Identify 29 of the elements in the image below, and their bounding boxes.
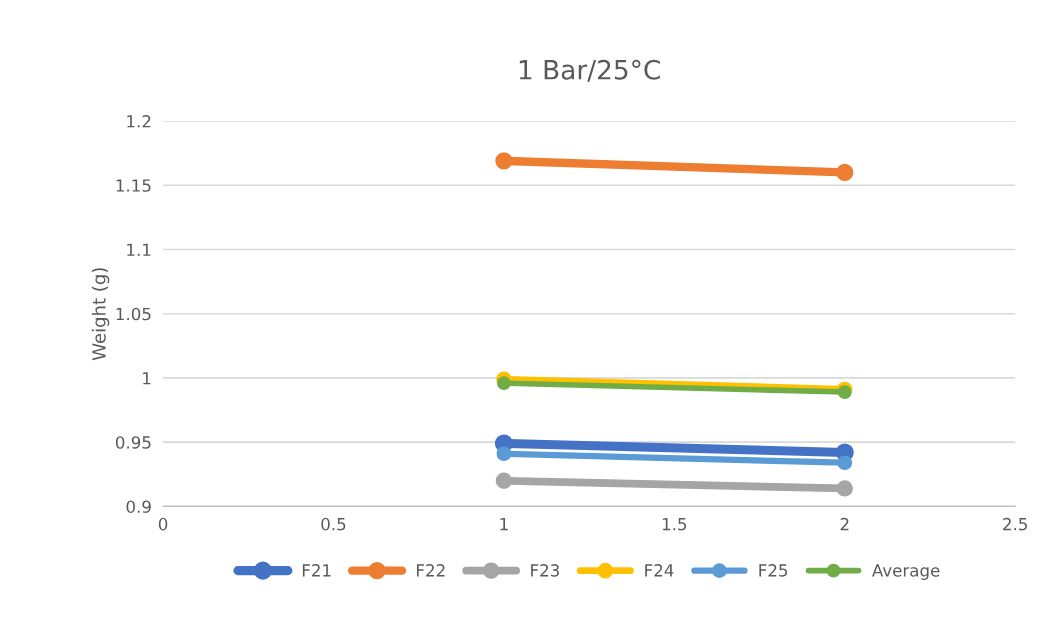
point xyxy=(837,385,852,400)
x-tick-label: 2 xyxy=(840,517,849,531)
point xyxy=(496,376,511,391)
point xyxy=(495,472,513,489)
x-tick-label: 2.5 xyxy=(1003,517,1027,531)
legend-label: F24 xyxy=(645,564,674,577)
y-tick-label: 1.1 xyxy=(127,243,151,256)
point xyxy=(836,480,853,497)
point xyxy=(496,446,512,462)
legend-label: F21 xyxy=(302,564,331,577)
y-tick-label: 1.2 xyxy=(127,114,151,128)
point xyxy=(836,163,854,182)
legend-label: F25 xyxy=(759,564,788,577)
chart-title: 1 Bar/25°C xyxy=(519,59,660,82)
point xyxy=(495,152,513,170)
x-tick-label: 0.5 xyxy=(321,517,346,531)
x-tick-label: 1 xyxy=(500,518,508,531)
legend-label: F23 xyxy=(531,564,559,577)
y-axis-title: Weight (g) xyxy=(91,268,110,361)
y-tick-label: 1 xyxy=(143,372,151,385)
x-tick-label: 1.5 xyxy=(662,518,687,531)
x-tick-label: 0 xyxy=(158,517,168,531)
legend-label: Average xyxy=(872,564,940,580)
y-tick-label: 1.05 xyxy=(116,307,151,321)
y-tick-label: 0.95 xyxy=(115,436,151,449)
legend-label: F22 xyxy=(417,564,445,577)
point xyxy=(837,455,853,471)
y-tick-label: 1.15 xyxy=(116,179,151,192)
y-tick-label: 0.9 xyxy=(126,500,151,513)
